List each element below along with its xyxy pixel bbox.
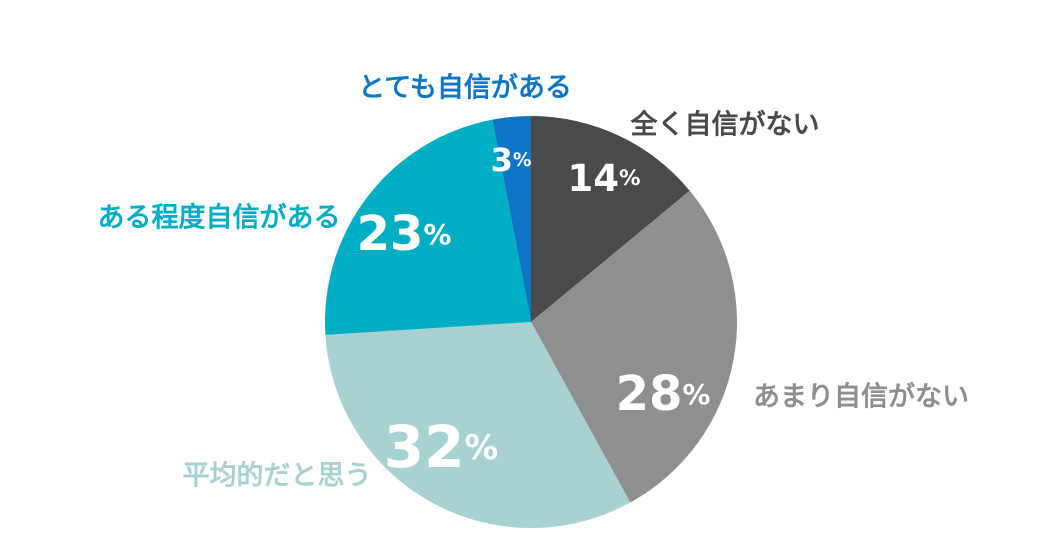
pie-slice-label-0: 全く自信がない xyxy=(630,109,820,141)
pie-slice-1 xyxy=(531,190,738,503)
pie-slice-value-0: 14% xyxy=(568,157,641,200)
pie-slice-label-3: ある程度自信がある xyxy=(98,202,341,234)
pie-slice-3 xyxy=(325,119,531,335)
pie-slice-label-1: あまり自信がない xyxy=(753,381,969,413)
pie-slice-0 xyxy=(531,116,690,322)
pie-slice-label-4: とても自信がある xyxy=(358,72,572,104)
pie-slice-label-2: 平均的だと思う xyxy=(183,460,372,492)
pie-slice-value-1: 28% xyxy=(616,366,711,422)
pie-slice-value-2: 32% xyxy=(384,413,498,481)
pie-slice-2 xyxy=(325,322,631,528)
pie-slice-value-4: 3% xyxy=(491,141,532,179)
pie-slice-value-3: 23% xyxy=(357,206,452,262)
pie-slice-4 xyxy=(492,116,531,322)
